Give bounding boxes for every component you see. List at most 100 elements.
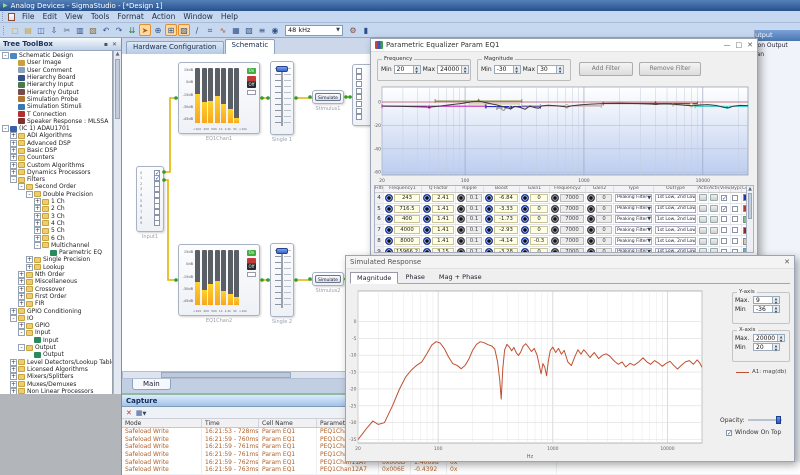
tree-item-simulation-stimuli[interactable]: Simulation Stimuli (0, 103, 112, 110)
tree-item-crossover[interactable]: + Crossover (0, 285, 112, 293)
knob-control[interactable] (521, 215, 529, 224)
view-checkbox[interactable] (721, 227, 727, 234)
knob-control[interactable] (551, 226, 559, 235)
eq-band-track[interactable] (227, 250, 233, 305)
tree-item-double-precision[interactable]: - Double Precision (0, 190, 112, 198)
value-field[interactable]: 8000 (394, 237, 420, 246)
knob-control[interactable] (521, 193, 529, 202)
tree-item-t-connection[interactable]: T Connection (0, 110, 112, 118)
bypass-checkbox[interactable] (732, 205, 738, 212)
expand-icon[interactable]: + (18, 322, 25, 330)
channel-checkbox[interactable] (154, 197, 160, 204)
tree-item-non-linear-processors[interactable]: + Non Linear Processors (0, 387, 112, 394)
knob-control[interactable] (423, 247, 431, 252)
tree-item-speaker-response-mlssa[interactable]: Speaker Response : MLSSA (0, 118, 112, 125)
simulate-button[interactable]: Simulate (315, 275, 341, 283)
expand-icon[interactable]: + (18, 278, 25, 286)
value-field[interactable]: -2.93 (494, 226, 518, 235)
tab-magnitude[interactable]: Magnitude (350, 272, 399, 284)
tree-item-parametric-eq[interactable]: Parametric EQ (0, 249, 112, 256)
registers-icon[interactable]: ≡ (258, 26, 266, 35)
collapse-icon[interactable]: - (10, 176, 17, 184)
value-field[interactable]: 0 (530, 193, 548, 202)
tree-scrollbar[interactable]: ▲ (113, 51, 121, 394)
chip-icon[interactable]: ▦ (232, 26, 240, 35)
channel-checkbox[interactable] (356, 67, 362, 74)
knob-control[interactable] (457, 226, 465, 235)
knob-control[interactable] (423, 204, 431, 213)
tree-item-simulation-probe[interactable]: Simulation Probe (0, 96, 112, 103)
probe-icon[interactable]: ∿ (219, 26, 227, 35)
expand-icon[interactable]: + (18, 271, 25, 279)
knob-control[interactable] (587, 237, 595, 246)
knob-control[interactable] (423, 237, 431, 246)
active1-button[interactable] (699, 215, 707, 223)
collapse-icon[interactable]: - (18, 344, 25, 352)
settings-icon[interactable]: ⚙ (349, 26, 357, 35)
filter-outtype-select[interactable]: 1st Low, 2nd Low▼ (655, 204, 696, 213)
tree-item-input[interactable]: Input (0, 337, 112, 344)
tree-item-5-ch[interactable]: +5 Ch (0, 227, 112, 235)
knob-control[interactable] (457, 237, 465, 246)
tree-item-output[interactable]: - Output (0, 344, 112, 352)
active2-button[interactable] (710, 237, 718, 245)
wire-mode-icon[interactable]: ∕ (195, 26, 199, 35)
y-min-spinner[interactable]: -36 ▲ ▼ (753, 305, 780, 314)
expand-icon[interactable]: + (26, 263, 33, 271)
value-field[interactable]: -4.14 (494, 237, 518, 246)
filter-outtype-select[interactable]: 1st Low, 2nd Low▼ (655, 193, 696, 202)
expand-icon[interactable]: + (10, 365, 17, 373)
filter-type-select[interactable]: Peaking Filter ▼ (615, 204, 652, 213)
value-field[interactable]: 2.41 (432, 193, 454, 202)
value-field[interactable]: 7000 (560, 237, 584, 246)
freq-min-spinner[interactable]: 20 ▲ ▼ (393, 65, 421, 74)
hierarchy-icon[interactable]: ⌗ (207, 26, 213, 35)
knob-control[interactable] (551, 204, 559, 213)
value-field[interactable]: -1.73 (494, 215, 518, 224)
expand-icon[interactable]: + (34, 219, 41, 227)
collapse-icon[interactable]: - (26, 190, 33, 198)
expand-icon[interactable]: + (18, 285, 25, 293)
value-field[interactable]: 0 (596, 193, 612, 202)
value-field[interactable]: 1.41 (432, 237, 454, 246)
knob-control[interactable] (457, 193, 465, 202)
filter-type-select[interactable]: Peaking Filter ▼ (615, 215, 652, 224)
minimize-button[interactable]: — (723, 41, 731, 49)
value-field[interactable]: 1.41 (432, 215, 454, 224)
knob-control[interactable] (423, 226, 431, 235)
value-field[interactable]: 1.41 (432, 226, 454, 235)
expand-icon[interactable]: + (10, 358, 17, 366)
tree-item-nth-order[interactable]: + Nth Order (0, 271, 112, 279)
expand-icon[interactable]: + (10, 132, 17, 140)
tab-phase[interactable]: Phase (405, 273, 425, 281)
sim-window-titlebar[interactable]: Simulated Response ✕ (346, 256, 794, 269)
value-field[interactable]: 243 (394, 193, 420, 202)
tree-item-schematic-design[interactable]: - Schematic Design (0, 52, 112, 60)
value-field[interactable]: 0.1 (466, 226, 482, 235)
value-field[interactable]: -3.28 (494, 247, 518, 252)
menu-item-action[interactable]: Action (151, 12, 176, 21)
knob-control[interactable] (521, 204, 529, 213)
knob-control[interactable] (457, 204, 465, 213)
adc-input-block[interactable]: 0123456789 (136, 166, 164, 232)
knob-control[interactable] (423, 215, 431, 224)
tree-item-lookup[interactable]: + Lookup (0, 263, 112, 271)
value-field[interactable]: 7000 (560, 215, 584, 224)
knob-control[interactable] (521, 247, 529, 252)
pointer-tool-icon[interactable]: ➤ (139, 24, 151, 36)
tree-item-1-ch[interactable]: +1 Ch (0, 198, 112, 206)
value-field[interactable]: 7000 (560, 226, 584, 235)
value-field[interactable]: 0.1 (466, 193, 482, 202)
board-icon[interactable]: ▧ (245, 26, 253, 35)
eq-off-button[interactable]: Off (247, 76, 256, 88)
tree-item-licensed-algorithms[interactable]: + Licensed Algorithms (0, 365, 112, 373)
snap-grid-icon[interactable]: ▨ (178, 24, 190, 36)
expand-icon[interactable]: + (34, 234, 41, 242)
zoom-tool-icon[interactable]: ⊕ (154, 26, 162, 35)
tree-item-user-image[interactable]: User Image (0, 59, 112, 66)
tree-item-4-ch[interactable]: +4 Ch (0, 219, 112, 227)
cut-icon[interactable]: ✂ (63, 26, 71, 35)
active1-button[interactable] (699, 205, 707, 213)
active1-button[interactable] (699, 237, 707, 245)
tab-hardware-configuration[interactable]: Hardware Configuration (126, 41, 224, 54)
